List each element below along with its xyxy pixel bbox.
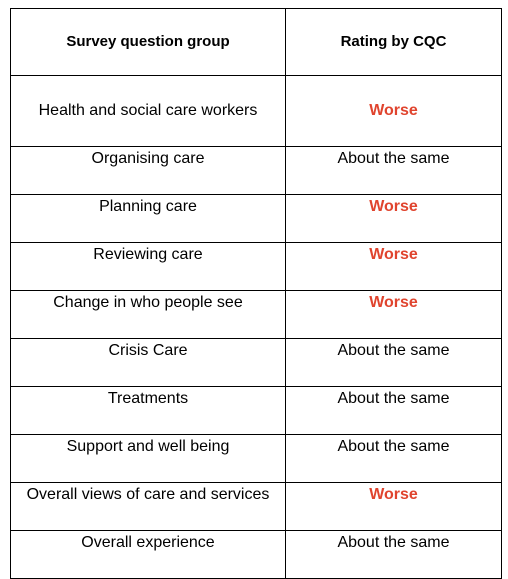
survey-group-cell: Overall views of care and services: [10, 482, 286, 531]
rating-cell: Worse: [285, 482, 502, 531]
table-row: Change in who people see Worse: [10, 290, 502, 339]
survey-ratings-table: Survey question group Rating by CQC Heal…: [10, 8, 502, 579]
survey-group-cell: Organising care: [10, 146, 286, 195]
table-row: Overall experience About the same: [10, 530, 502, 579]
table-row: Overall views of care and services Worse: [10, 482, 502, 531]
survey-group-cell: Treatments: [10, 386, 286, 435]
table-row: Health and social care workers Worse: [10, 75, 502, 147]
table-row: Reviewing care Worse: [10, 242, 502, 291]
rating-cell: About the same: [285, 434, 502, 483]
survey-group-cell: Reviewing care: [10, 242, 286, 291]
rating-cell: About the same: [285, 530, 502, 579]
rating-cell: Worse: [285, 290, 502, 339]
table-row: Organising care About the same: [10, 146, 502, 195]
rating-cell: Worse: [285, 194, 502, 243]
survey-group-cell: Change in who people see: [10, 290, 286, 339]
table-row: Planning care Worse: [10, 194, 502, 243]
survey-group-cell: Overall experience: [10, 530, 286, 579]
survey-group-cell: Support and well being: [10, 434, 286, 483]
rating-cell: Worse: [285, 75, 502, 147]
table-header-row: Survey question group Rating by CQC: [10, 8, 502, 76]
header-rating-by-cqc: Rating by CQC: [285, 8, 502, 76]
table-row: Crisis Care About the same: [10, 338, 502, 387]
rating-cell: Worse: [285, 242, 502, 291]
survey-group-cell: Crisis Care: [10, 338, 286, 387]
survey-group-cell: Planning care: [10, 194, 286, 243]
header-survey-question-group: Survey question group: [10, 8, 286, 76]
table-row: Support and well being About the same: [10, 434, 502, 483]
table-row: Treatments About the same: [10, 386, 502, 435]
rating-cell: About the same: [285, 338, 502, 387]
rating-cell: About the same: [285, 146, 502, 195]
rating-cell: About the same: [285, 386, 502, 435]
survey-group-cell: Health and social care workers: [10, 75, 286, 147]
